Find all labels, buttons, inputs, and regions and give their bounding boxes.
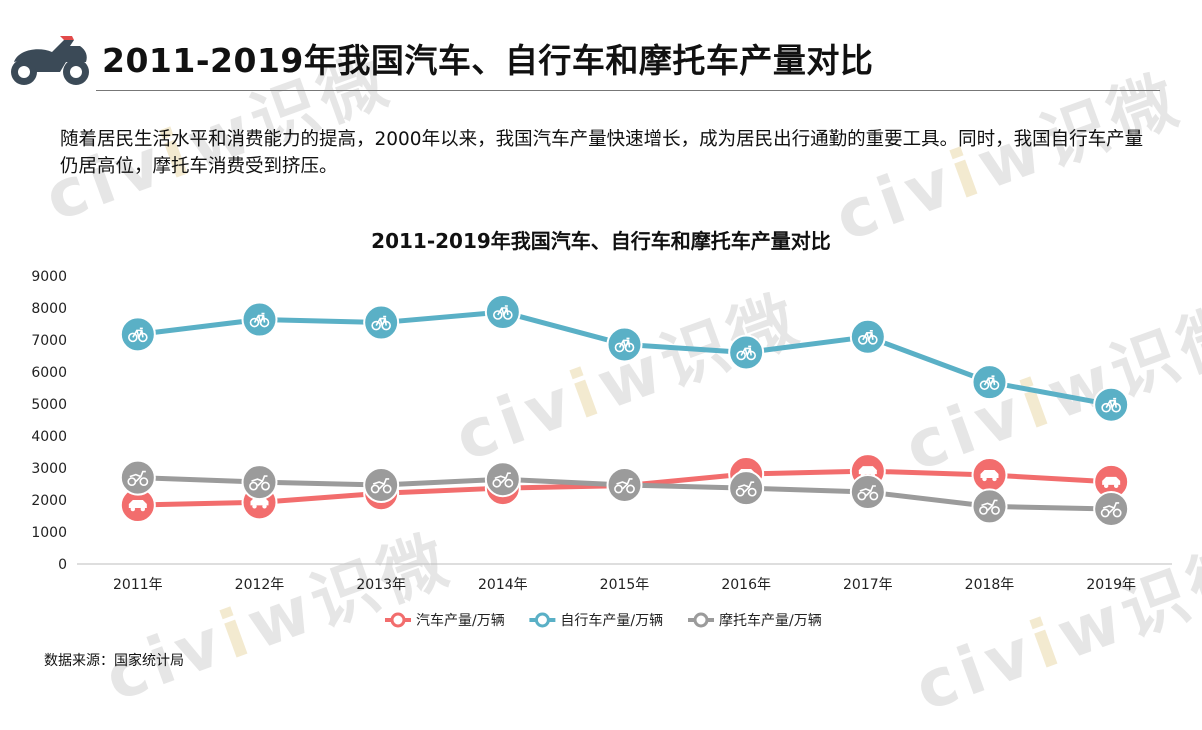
title-divider [96, 90, 1160, 91]
source-note: 数据来源：国家统计局 [44, 653, 184, 669]
data-point [606, 466, 643, 503]
motorcycle-icon [1100, 502, 1122, 518]
car-icon [1102, 476, 1121, 489]
motorcycle-icon [249, 475, 270, 491]
intro-paragraph: 随着居民生活水平和消费能力的提高，2000年以来，我国汽车产量快速增长，成为居民… [60, 129, 1144, 177]
bicycle-icon [493, 305, 513, 320]
motorcycle-icon [735, 481, 757, 497]
bicycle-icon [249, 312, 270, 328]
x-tick-label: 2012年 [235, 577, 285, 593]
data-point [849, 474, 886, 510]
legend-label: 自行车产量/万辆 [560, 612, 663, 629]
legend-label: 汽车产量/万辆 [416, 612, 505, 629]
x-tick-label: 2013年 [356, 577, 406, 593]
motorcycle-icon [492, 472, 514, 488]
bicycle-icon [736, 345, 756, 361]
y-tick-label: 4000 [31, 429, 67, 445]
bicycle-icon [979, 375, 1000, 390]
page-title: 2011-2019年我国汽车、自行车和摩托车产量对比 [102, 41, 874, 80]
motorcycle-icon [370, 478, 392, 494]
data-point [484, 461, 521, 498]
y-tick-label: 2000 [31, 493, 67, 509]
x-tick-label: 2014年 [478, 577, 528, 593]
legend-marker [534, 612, 550, 628]
data-point [241, 464, 278, 501]
legend-label: 摩托车产量/万辆 [719, 612, 822, 629]
motorcycle-icon [857, 485, 879, 501]
x-tick-label: 2017年 [843, 577, 893, 593]
y-tick-label: 6000 [31, 365, 67, 381]
x-tick-label: 2019年 [1086, 577, 1136, 593]
y-tick-label: 9000 [31, 269, 67, 285]
y-tick-label: 7000 [31, 333, 67, 349]
car-icon [128, 500, 147, 512]
x-tick-label: 2011年 [113, 577, 163, 593]
data-point [363, 466, 400, 503]
bicycle-icon [614, 337, 635, 353]
y-tick-label: 3000 [31, 461, 67, 477]
data-point [728, 470, 765, 507]
motorcycle-icon [979, 499, 1000, 515]
y-tick-label: 0 [58, 557, 67, 573]
y-tick-label: 8000 [31, 301, 67, 317]
motorcycle-icon [11, 36, 89, 85]
data-point [1093, 490, 1130, 527]
y-tick-label: 1000 [31, 525, 67, 541]
legend-marker [390, 612, 406, 628]
car-icon [980, 469, 999, 482]
page-header: 2011-2019年我国汽车、自行车和摩托车产量对比 [0, 0, 1202, 100]
bicycle-icon [1101, 397, 1121, 413]
legend-marker [693, 612, 709, 628]
x-tick-label: 2018年 [965, 577, 1015, 593]
data-point [119, 459, 156, 496]
y-tick-label: 5000 [31, 397, 67, 413]
bicycle-icon [128, 327, 148, 343]
chart-title: 2011-2019年我国汽车、自行车和摩托车产量对比 [371, 229, 831, 253]
x-tick-label: 2015年 [600, 577, 650, 593]
data-point [971, 488, 1008, 525]
line-chart: 2011-2019年我国汽车、自行车和摩托车产量对比 0 1000 2000 3000 4… [31, 229, 1172, 629]
motorcycle-icon [127, 470, 149, 487]
x-tick-label: 2016年 [721, 577, 771, 593]
bicycle-icon [371, 315, 391, 331]
motorcycle-icon [614, 478, 635, 494]
bicycle-icon [858, 330, 878, 345]
